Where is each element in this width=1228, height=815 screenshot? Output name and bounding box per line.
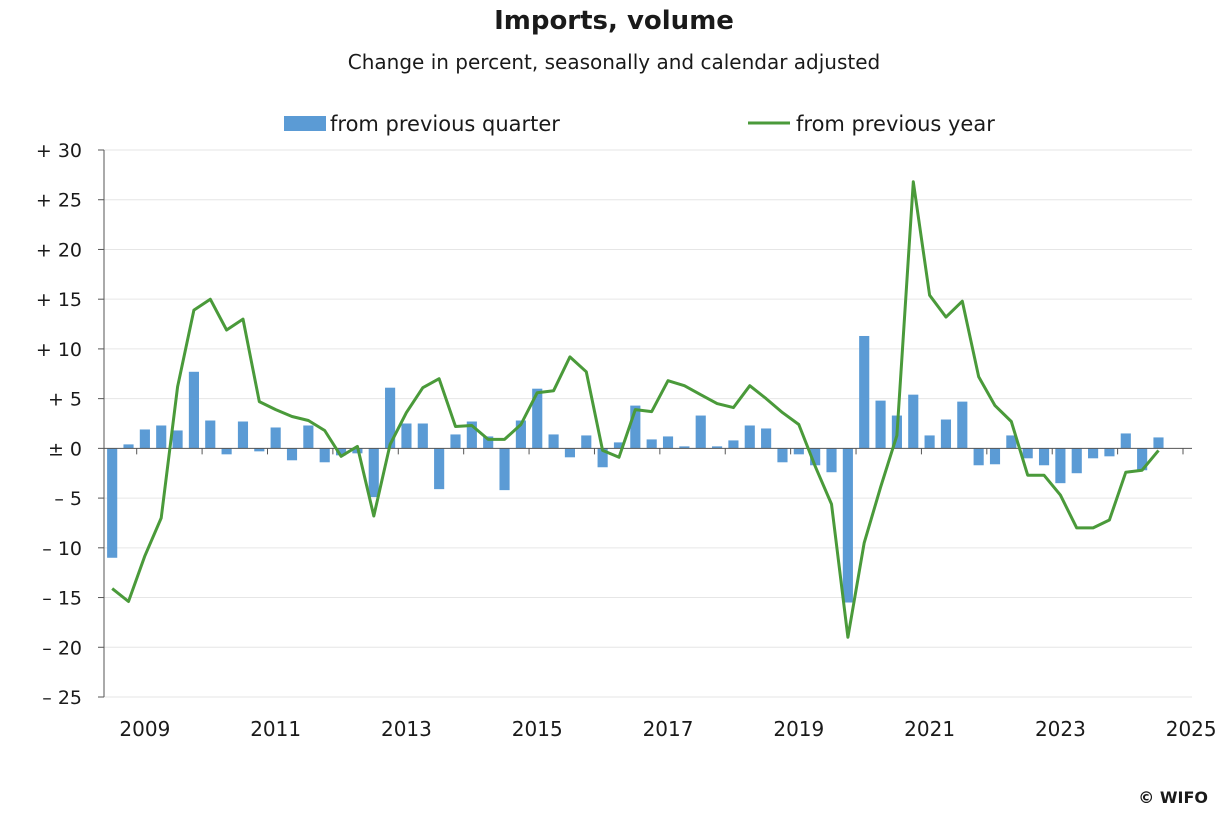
bar (564, 448, 576, 458)
y-tick-label: + 15 (36, 289, 82, 311)
bar (172, 430, 183, 449)
legend-swatch-bar (284, 116, 326, 131)
y-tick-label: + 10 (36, 339, 82, 361)
legend: from previous quarter from previous year (284, 112, 995, 136)
x-tick-label: 2015 (512, 717, 563, 741)
x-tick-label: 2011 (250, 717, 301, 741)
bar (385, 387, 396, 449)
copyright-label: © WIFO (1138, 788, 1208, 807)
x-tick-label: 2009 (119, 717, 170, 741)
bar (254, 448, 265, 452)
bar (810, 448, 821, 466)
bar (483, 436, 494, 449)
bar (712, 446, 723, 449)
bar (793, 448, 804, 455)
bar (761, 428, 772, 449)
bar-series (107, 335, 1164, 603)
y-tick-label: + 5 (48, 389, 82, 411)
y-tick-label: – 25 (42, 687, 82, 709)
bar (1088, 448, 1099, 459)
gridlines (104, 149, 1192, 698)
bar (859, 335, 870, 449)
bar (695, 415, 706, 449)
y-tick-labels: + 30 + 25 + 20 + 15 + 10 + 5 ± 0 – 5 – 10 – 15 – 2… (36, 140, 82, 709)
bar (597, 448, 608, 468)
bar (581, 435, 592, 449)
bar (270, 427, 281, 449)
legend-label-line: from previous year (796, 112, 995, 136)
bar (973, 448, 984, 466)
bar (237, 421, 249, 449)
bar (940, 419, 952, 449)
y-tick-label: – 15 (42, 588, 82, 610)
legend-label-bar: from previous quarter (330, 112, 560, 136)
y-tick-label: + 30 (36, 140, 82, 162)
bar (613, 442, 625, 449)
x-tick-labels: 2009 2011 2013 2015 2017 2019 2021 2023 2025 (119, 717, 1216, 741)
bar (728, 440, 739, 449)
y-tick-label: – 5 (54, 488, 82, 510)
bar (679, 446, 690, 449)
bar (156, 425, 167, 449)
bar (744, 425, 755, 449)
bar (646, 439, 657, 449)
bar (1055, 448, 1066, 484)
bar (777, 448, 788, 463)
bar (842, 448, 853, 603)
bar (548, 434, 559, 449)
x-tick-label: 2023 (1035, 717, 1086, 741)
x-tick-label: 2017 (643, 717, 694, 741)
bar (630, 405, 641, 449)
x-tick-label: 2025 (1166, 717, 1217, 741)
y-tick-label: – 10 (42, 538, 82, 560)
y-tick-label: + 20 (36, 239, 82, 261)
bar (515, 420, 526, 449)
y-tick-label: + 25 (36, 190, 82, 212)
bar (662, 436, 674, 449)
axes (98, 149, 1192, 698)
bar (303, 425, 314, 449)
bar (107, 448, 118, 558)
series-line (111, 180, 1160, 639)
y-tick-label: ± 0 (48, 438, 82, 460)
x-tick-label: 2021 (904, 717, 955, 741)
bar (875, 400, 886, 449)
bar (1137, 448, 1148, 471)
bar (221, 448, 232, 455)
chart-subtitle: Change in percent, seasonally and calend… (347, 50, 881, 74)
line-series (111, 180, 1160, 639)
bar (368, 448, 379, 498)
bar (924, 435, 935, 449)
bar (1120, 433, 1131, 449)
bar (1006, 435, 1017, 449)
bar (1153, 437, 1164, 449)
x-tick-label: 2019 (773, 717, 824, 741)
bar (401, 423, 412, 449)
bar (1038, 448, 1050, 466)
bar (139, 429, 150, 449)
bar (417, 423, 428, 449)
bar (466, 421, 477, 449)
bar (1104, 448, 1115, 457)
chart-title: Imports, volume (494, 6, 734, 36)
bar (499, 448, 510, 491)
bar (123, 444, 134, 449)
bar (450, 434, 461, 449)
bar (532, 388, 543, 449)
y-tick-label: – 20 (42, 637, 82, 659)
bar (188, 371, 199, 449)
bar (1071, 448, 1082, 474)
bar (1022, 448, 1033, 459)
bar (319, 448, 330, 463)
bar (434, 448, 445, 490)
bar (286, 448, 298, 461)
x-tick-label: 2013 (381, 717, 432, 741)
bar (908, 394, 919, 449)
bar (957, 401, 968, 449)
bar (335, 448, 347, 456)
bar (989, 448, 1001, 465)
bar (205, 420, 216, 449)
bar (826, 448, 837, 473)
